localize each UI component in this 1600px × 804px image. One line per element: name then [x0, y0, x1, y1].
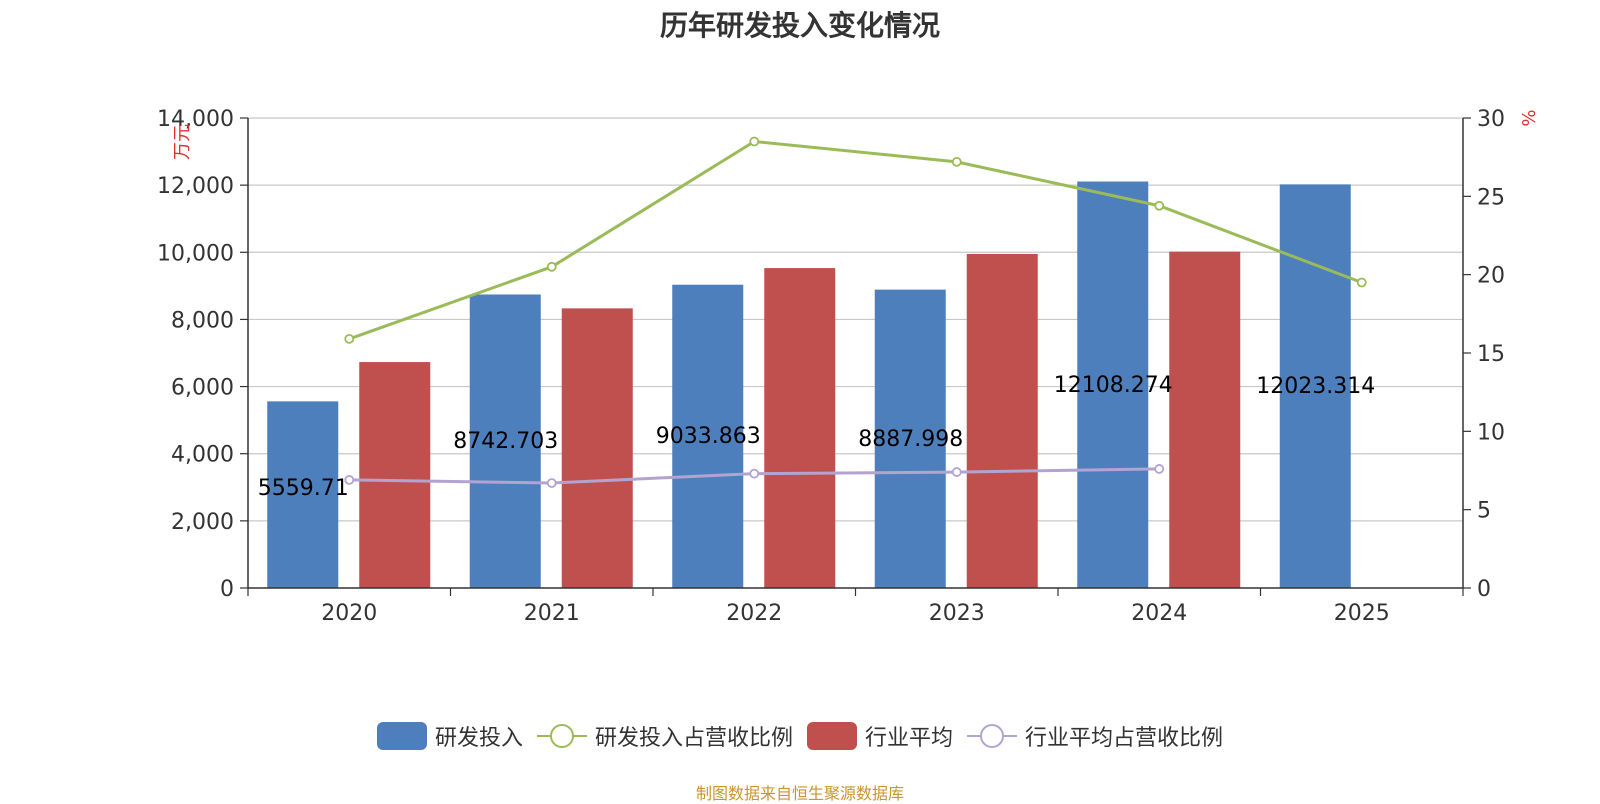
bar-rd-investment — [874, 289, 946, 588]
bar-rd-investment — [469, 294, 541, 588]
legend-label: 行业平均 — [865, 726, 954, 751]
x-tick-label: 2023 — [929, 601, 985, 626]
y-tick-label: 0 — [220, 577, 234, 602]
point-rd-ratio — [951, 156, 962, 167]
y2-axis-title: % — [1519, 109, 1540, 126]
bar-rd-investment — [1279, 184, 1351, 588]
legend-item-rd-investment[interactable]: 研发投入 — [376, 720, 523, 752]
legend-label: 研发投入占营收比例 — [594, 726, 793, 751]
legend-item-industry-ratio[interactable]: 行业平均占营收比例 — [967, 720, 1223, 752]
bar-rd-investment — [1077, 181, 1149, 589]
bar-industry-average — [966, 253, 1038, 588]
y2-tick-label: 0 — [1477, 577, 1491, 602]
bar-rd-investment — [267, 401, 339, 588]
point-rd-ratio — [1154, 200, 1165, 211]
bar-industry-average — [1169, 251, 1241, 588]
legend-label: 行业平均占营收比例 — [1025, 726, 1224, 751]
point-rd-ratio — [546, 261, 557, 272]
legend-bar-swatch-icon — [807, 722, 857, 750]
x-tick-label: 2021 — [524, 601, 580, 626]
point-rd-ratio — [1356, 277, 1367, 288]
y2-tick-label: 15 — [1477, 342, 1505, 367]
bar-industry-average — [359, 362, 431, 588]
point-industry-ratio — [344, 474, 355, 485]
y-tick-label: 4,000 — [171, 443, 234, 468]
legend-line-swatch-icon — [536, 722, 587, 750]
x-tick-label: 2025 — [1334, 601, 1390, 626]
bar-industry-average — [561, 308, 633, 588]
y-tick-label: 2,000 — [171, 510, 234, 535]
point-rd-ratio — [749, 136, 760, 147]
legend-label: 研发投入 — [434, 726, 523, 751]
y-tick-label: 12,000 — [157, 174, 234, 199]
x-tick-label: 2022 — [726, 601, 782, 626]
x-tick-label: 2020 — [321, 601, 377, 626]
chart-title: 历年研发投入变化情况 — [659, 9, 940, 42]
data-label: 8887.998 — [858, 427, 963, 452]
data-label: 12023.314 — [1256, 374, 1375, 399]
y-tick-label: 6,000 — [171, 376, 234, 401]
data-label: 8742.703 — [453, 429, 558, 454]
point-industry-ratio — [546, 478, 557, 488]
y-tick-label: 14,000 — [157, 107, 234, 132]
y-tick-label: 8,000 — [171, 308, 234, 333]
legend-item-industry-average[interactable]: 行业平均 — [807, 720, 953, 752]
legend-item-rd-ratio[interactable]: 研发投入占营收比例 — [536, 720, 793, 752]
data-label: 9033.863 — [656, 424, 761, 449]
y2-tick-label: 25 — [1477, 185, 1505, 210]
bar-industry-average — [764, 268, 836, 588]
y2-tick-label: 30 — [1477, 107, 1505, 132]
data-source-note: 制图数据来自恒生聚源数据库 — [695, 784, 904, 803]
y-axis-title: 万元 — [172, 124, 193, 160]
legend-bar-swatch-icon — [376, 722, 427, 750]
legend-line-swatch-icon — [967, 722, 1018, 750]
bar-rd-investment — [672, 284, 744, 588]
x-tick-label: 2024 — [1131, 601, 1187, 626]
data-label: 5559.71 — [258, 476, 349, 501]
point-industry-ratio — [749, 468, 760, 479]
y-tick-label: 10,000 — [157, 241, 234, 266]
y2-tick-label: 5 — [1477, 499, 1491, 524]
line-rd-ratio — [348, 139, 1363, 341]
point-industry-ratio — [1154, 464, 1165, 474]
point-industry-ratio — [951, 467, 962, 477]
y2-tick-label: 20 — [1477, 264, 1505, 289]
data-label: 12108.274 — [1054, 373, 1173, 398]
y2-tick-label: 10 — [1477, 420, 1505, 445]
chart-legend: 研发投入 研发投入占营收比例 行业平均 行业平均占营收比例 — [0, 720, 1600, 752]
point-rd-ratio — [344, 333, 355, 344]
